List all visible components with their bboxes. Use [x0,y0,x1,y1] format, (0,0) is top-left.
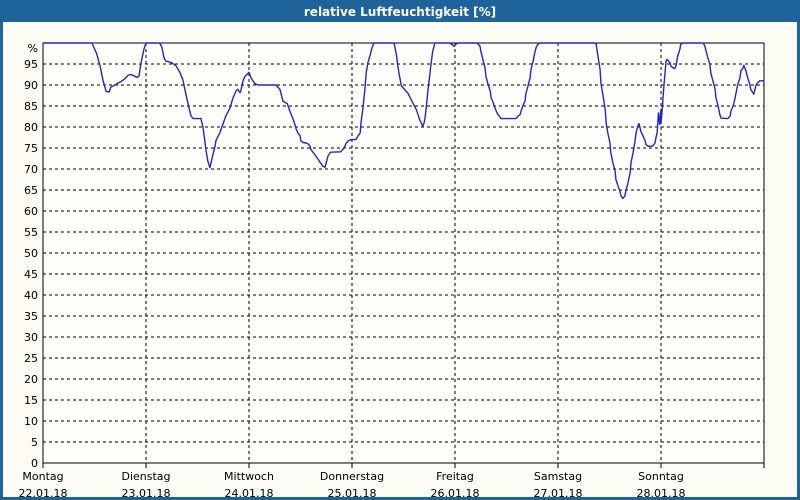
humidity-chart: 0 5 10 15 20 25 30 35 40 45 50 55 60 65 70 75 80 85 90 95% M… [3,3,797,500]
y-tick-label: 75 [24,142,38,155]
chart-title: relative Luftfeuchtigkeit [%] [303,5,497,19]
x-axis-date-label: 28.01.18 [637,487,686,500]
x-axis-weekday-label: Dienstag [121,470,170,483]
x-axis-weekday-label: Donnerstag [320,470,384,483]
y-axis-unit-label: % [28,42,38,55]
y-tick-label: 25 [24,352,38,365]
y-tick-label: 20 [24,373,38,386]
x-axis-date-label: 27.01.18 [534,487,583,500]
y-tick-label: 70 [24,163,38,176]
y-tick-label: 60 [24,205,38,218]
x-axis-date-label: 25.01.18 [328,487,377,500]
x-axis-weekday-label: Sonntag [638,470,684,483]
y-tick-label: 90 [24,79,38,92]
y-tick-label: 30 [24,331,38,344]
x-axis-date-label: 23.01.18 [122,487,171,500]
x-axis-weekday-label: Freitag [436,470,474,483]
y-tick-label: 35 [24,310,38,323]
y-tick-label: 10 [24,415,38,428]
y-tick-label: 55 [24,226,38,239]
plot-frame [42,42,765,464]
y-tick-label: 5 [31,436,38,449]
y-tick-label: 45 [24,268,38,281]
y-tick-label: 65 [24,184,38,197]
title-bar: relative Luftfeuchtigkeit [%] [3,3,797,22]
y-tick-label: 80 [24,121,38,134]
y-tick-label: 15 [24,394,38,407]
humidity-line [42,42,765,200]
y-tick-label: 95 [24,58,38,71]
y-tick-label: 85 [24,100,38,113]
x-axis-date-label: 22.01.18 [19,487,68,500]
x-axis-weekday-label: Mittwoch [224,470,274,483]
x-axis-weekday-label: Samstag [534,470,582,483]
chart-canvas: 0 5 10 15 20 25 30 35 40 45 50 55 60 65 70 75 80 85 90 95% M… [19,42,765,500]
y-tick-label: 40 [24,289,38,302]
y-tick-label: 50 [24,247,38,260]
x-axis-date-label: 24.01.18 [225,487,274,500]
x-axis-weekday-label: Montag [22,470,63,483]
y-tick-label: 0 [31,457,38,470]
x-axis-date-label: 26.01.18 [431,487,480,500]
